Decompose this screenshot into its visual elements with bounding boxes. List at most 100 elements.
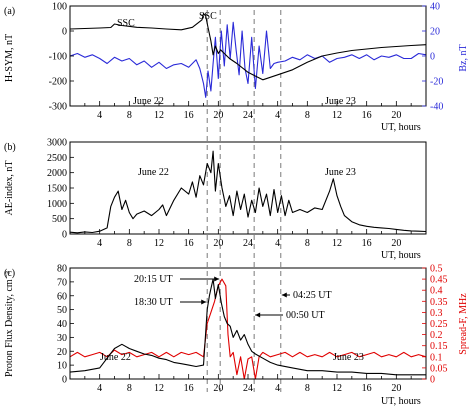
pa-line-1 — [69, 21, 427, 98]
pa-line-0 — [69, 12, 427, 81]
panel-a-y2label: Bz, nT — [458, 44, 469, 71]
pa-y2tick-label: 0 — [430, 52, 435, 63]
panel-a-ticks: 4 8 12 16 20 24 4 8 12 16 20 100 0 -100 -200 -300 40 20 0 -… — [49, 2, 444, 122]
panel-a-ssc-1: SSC — [117, 18, 135, 29]
pa-y2tick-label: -20 — [430, 77, 443, 88]
pa-y2tick-label: 40 — [430, 2, 440, 13]
pc-y2tick-label: 0.3 — [430, 308, 443, 319]
pb-ytick-label: 2000 — [47, 168, 67, 179]
arrow-1830-head — [201, 299, 207, 305]
pa-xtick-label: 16 — [362, 110, 372, 121]
panel-a: (a) 4 8 12 16 20 24 4 8 12 16 201000-100-200-30040… — [4, 2, 469, 134]
pb-xtick-label: 20 — [391, 238, 401, 249]
pa-xtick-label: 4 — [275, 110, 280, 121]
pc-y2tick-label: 0.5 — [430, 264, 443, 275]
pc-xtick-label: 16 — [184, 383, 194, 394]
pb-ytick-label: 3000 — [47, 138, 67, 149]
panel-c-series — [69, 278, 427, 380]
panel-b-label: (b) — [4, 142, 16, 153]
panel-b-xlabel: UT, hours — [381, 250, 421, 261]
pb-ytick-label: 0 — [62, 230, 67, 241]
pc-xtick-label: 4 — [97, 383, 102, 394]
pb-ytick-label: 500 — [52, 214, 67, 225]
pc-xtick-label: 20 — [391, 383, 401, 394]
pb-xtick-label: 12 — [332, 238, 342, 249]
pc-xtick-label: 8 — [305, 383, 310, 394]
pa-ytick-label: 100 — [52, 2, 67, 13]
pc-ytick-label: 80 — [57, 264, 67, 275]
pc-ytick-label: 20 — [57, 347, 67, 358]
pc-y2tick-label: 0.05 — [430, 363, 448, 374]
pa-xtick-label: 4 — [97, 110, 102, 121]
pb-xtick-label: 4 — [97, 238, 102, 249]
panel-c-day-1: June 22 — [100, 352, 131, 363]
pc-xtick-label: 4 — [275, 383, 280, 394]
pb-xtick-label: 16 — [184, 238, 194, 249]
panel-c-label: (c) — [4, 268, 15, 279]
pa-ytick-label: 0 — [62, 27, 67, 38]
pc-y2tick-label: 0.25 — [430, 319, 448, 330]
pb-xtick-label: 8 — [305, 238, 310, 249]
pc-ytick-label: 50 — [57, 305, 67, 316]
pc-xtick-label: 20 — [213, 383, 223, 394]
pb-ytick-label: 2500 — [47, 153, 67, 164]
panel-c-ann-1830: 18:30 UT — [134, 297, 173, 308]
pa-xtick-label: 8 — [127, 110, 132, 121]
panel-b-day-1: June 22 — [138, 167, 169, 178]
pc-ytick-label: 70 — [57, 277, 67, 288]
panel-a-series — [69, 12, 427, 98]
panel-a-day-1: June 22 — [133, 96, 164, 107]
pa-y2tick-label: -40 — [430, 102, 443, 113]
pa-xtick-label: 12 — [332, 110, 342, 121]
panel-c-day-2: June 23 — [333, 352, 364, 363]
panel-c: (c) 4 8 12 16 20 24 4 8 12 16 20 0 10 20 30 40 50 60 70 80 0… — [4, 264, 469, 408]
pa-ytick-label: -300 — [49, 102, 67, 113]
pc-line-1 — [69, 278, 427, 380]
pa-ytick-label: -200 — [49, 77, 67, 88]
pa-ytick-label: -100 — [49, 52, 67, 63]
pc-xtick-label: 16 — [362, 383, 372, 394]
pa-xtick-label: 8 — [305, 110, 310, 121]
arrow-2015-head — [214, 276, 220, 282]
pc-ytick-label: 0 — [62, 375, 67, 386]
pb-xtick-label: 4 — [275, 238, 280, 249]
panel-a-xlabel: UT, hours — [381, 122, 421, 133]
pb-xtick-label: 8 — [127, 238, 132, 249]
panel-c-ann-2015: 20:15 UT — [134, 274, 173, 285]
arrow-0425-head — [281, 292, 287, 298]
pb-xtick-label: 16 — [362, 238, 372, 249]
panel-a-ylabel: H-SYM, nT — [4, 34, 15, 82]
pc-xtick-label: 8 — [127, 383, 132, 394]
panel-a-day-2: June 23 — [325, 96, 356, 107]
pb-ytick-label: 1000 — [47, 199, 67, 210]
pc-y2tick-label: 0.4 — [430, 286, 443, 297]
pc-y2tick-label: 0.35 — [430, 297, 448, 308]
pc-y2tick-label: 0.45 — [430, 275, 448, 286]
panel-c-ticks: 4 8 12 16 20 24 4 8 12 16 200102030405060708000.05… — [57, 264, 448, 395]
panel-c-ann-0050: 00:50 UT — [286, 310, 325, 321]
pc-xtick-label: 12 — [154, 383, 164, 394]
pb-xtick-label: 12 — [154, 238, 164, 249]
panel-c-y2label: Spread-F, MHz — [458, 293, 469, 355]
panel-a-label: (a) — [4, 6, 15, 17]
panel-c-xlabel: UT, hours — [381, 396, 421, 407]
panel-b-ylabel: AE-index, nT — [4, 161, 15, 216]
panel-a-ssc-2: SSC — [199, 11, 217, 22]
pb-line-0 — [69, 150, 427, 234]
pb-xtick-label: 24 — [243, 238, 253, 249]
panel-b-day-2: June 23 — [325, 167, 356, 178]
pc-ytick-label: 40 — [57, 319, 67, 330]
pc-y2tick-label: 0.1 — [430, 352, 443, 363]
pc-ytick-label: 60 — [57, 291, 67, 302]
pb-ytick-label: 1500 — [47, 184, 67, 195]
pa-xtick-label: 20 — [391, 110, 401, 121]
pc-y2tick-label: 0 — [430, 375, 435, 386]
panel-b-series — [69, 150, 427, 234]
pa-xtick-label: 20 — [213, 110, 223, 121]
pa-xtick-label: 24 — [243, 110, 253, 121]
panel-b-frame — [69, 141, 427, 235]
pa-xtick-label: 12 — [154, 110, 164, 121]
panel-c-ann-0425: 04:25 UT — [293, 290, 332, 301]
pa-y2tick-label: 20 — [430, 27, 440, 38]
